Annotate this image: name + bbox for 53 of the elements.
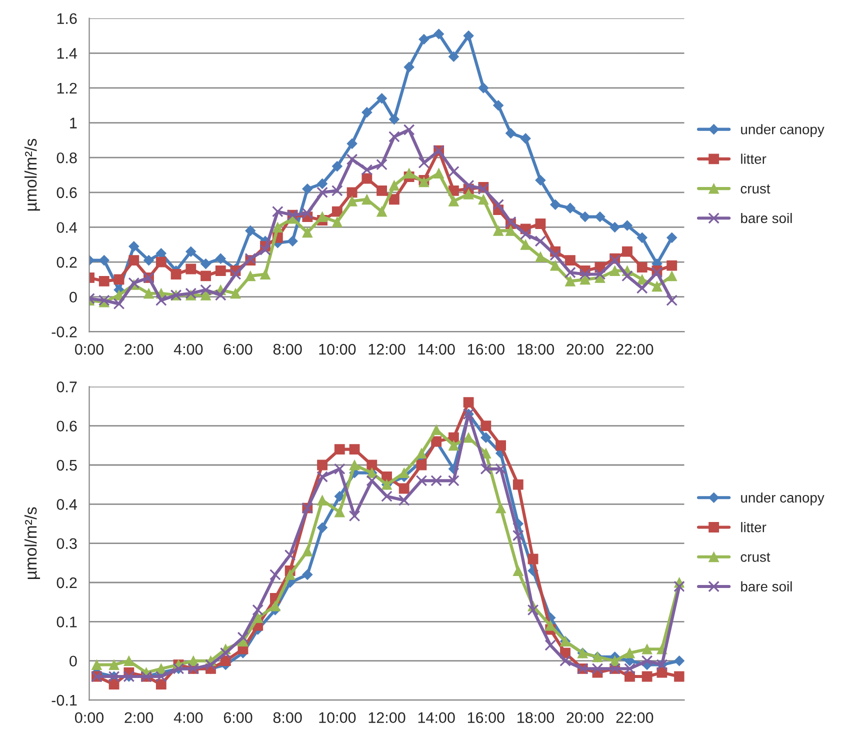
legend-label: crust bbox=[740, 552, 770, 562]
y-tick-label: 0.8 bbox=[56, 152, 77, 164]
y-tick-label: 0.6 bbox=[56, 420, 77, 432]
x-tick-label: 14:00 bbox=[418, 712, 455, 724]
y-tick-label: 0 bbox=[70, 292, 77, 303]
x-tick-label: 0:00 bbox=[74, 712, 104, 724]
x-tick-label: 12:00 bbox=[368, 712, 406, 724]
y-tick-label: 0.7 bbox=[56, 382, 77, 392]
x-tick-label: 10:00 bbox=[319, 712, 356, 724]
y-tick-label: 1.6 bbox=[57, 13, 77, 24]
x-tick-label: 8:00 bbox=[273, 344, 302, 355]
y-tick-label: 1 bbox=[70, 118, 77, 128]
x-tick-label: 2:00 bbox=[124, 344, 154, 355]
x-tick-label: 16:00 bbox=[468, 344, 504, 355]
x-tick-label: 20:00 bbox=[566, 712, 604, 724]
y-tick-label: 0.4 bbox=[56, 499, 77, 510]
y-tick-label: 1.2 bbox=[57, 82, 77, 94]
y-tick-label: 0.2 bbox=[56, 577, 77, 588]
legend-label: crust bbox=[740, 184, 770, 194]
y-tick-label: 0.3 bbox=[56, 538, 77, 550]
x-tick-label: 18:00 bbox=[518, 712, 554, 724]
y-tick-label: 1.4 bbox=[57, 48, 77, 59]
y-tick-label: 0.4 bbox=[56, 222, 77, 233]
y-tick-label: 0.2 bbox=[56, 256, 77, 268]
y-axis-title: µmol/m²/s bbox=[24, 138, 40, 211]
x-tick-label: 4:00 bbox=[174, 712, 203, 724]
legend-label: under canopy bbox=[741, 124, 824, 138]
y-tick-label: 0.6 bbox=[56, 187, 77, 198]
y-tick-label: 0 bbox=[70, 656, 77, 667]
x-tick-label: 12:00 bbox=[368, 344, 406, 355]
y-tick-label: 0.1 bbox=[56, 616, 77, 628]
x-tick-label: 10:00 bbox=[319, 344, 356, 355]
y-tick-label: -0.2 bbox=[52, 326, 77, 338]
x-tick-label: 22:00 bbox=[616, 344, 654, 355]
x-tick-label: 18:00 bbox=[518, 344, 554, 355]
legend-label: bare soil bbox=[741, 581, 792, 592]
x-tick-label: 6:00 bbox=[224, 344, 252, 355]
y-axis-title: µmol/m²/s bbox=[24, 507, 40, 579]
y-tick-label: -0.1 bbox=[52, 694, 77, 706]
x-tick-label: 22:00 bbox=[616, 712, 654, 724]
x-tick-label: 6:00 bbox=[224, 712, 252, 724]
x-tick-label: 20:00 bbox=[566, 344, 604, 355]
x-tick-label: 4:00 bbox=[174, 344, 203, 355]
legend-label: under canopy bbox=[741, 492, 824, 506]
x-tick-label: 2:00 bbox=[124, 712, 154, 724]
x-tick-label: 14:00 bbox=[418, 344, 455, 355]
legend-label: litter bbox=[741, 522, 766, 532]
legend-label: bare soil bbox=[741, 212, 792, 224]
legend-label: litter bbox=[741, 154, 766, 164]
y-tick-label: 0.5 bbox=[56, 460, 77, 471]
x-tick-label: 16:00 bbox=[468, 712, 504, 724]
x-tick-label: 8:00 bbox=[273, 712, 302, 724]
x-tick-label: 0:00 bbox=[74, 344, 104, 355]
